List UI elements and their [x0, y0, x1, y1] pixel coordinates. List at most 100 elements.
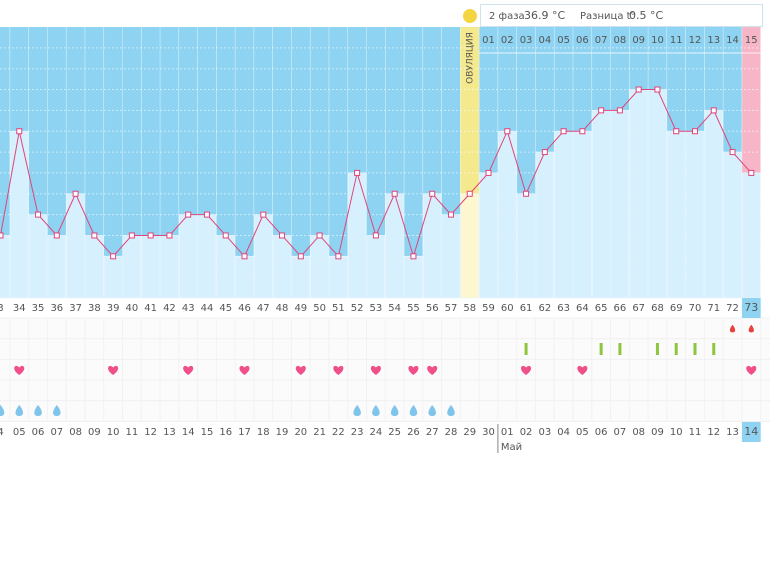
- cycle-day: 53: [370, 303, 383, 314]
- discharge-drop: [15, 405, 24, 416]
- date: 12: [144, 427, 157, 438]
- cycle-day: 42: [163, 303, 176, 314]
- column-bg: [366, 27, 386, 298]
- cycle-day: 48: [276, 303, 289, 314]
- heart: [427, 365, 438, 375]
- date: 09: [651, 427, 664, 438]
- date: 25: [388, 427, 401, 438]
- heart: [333, 365, 344, 375]
- cycle-day: 66: [614, 303, 627, 314]
- temp-bar: [704, 110, 723, 299]
- temp-bar: [648, 89, 667, 299]
- temp-bar: [235, 256, 254, 299]
- date: 14: [744, 425, 758, 438]
- cycle-day: 43: [182, 303, 195, 314]
- test-mark: [674, 343, 678, 355]
- cycle-day: 49: [294, 303, 307, 314]
- cycle-day: 59: [482, 303, 495, 314]
- temp-bar: [66, 193, 85, 299]
- phase2-day: 03: [520, 35, 533, 46]
- temp-bar: [179, 214, 198, 299]
- temp-point: [335, 253, 342, 260]
- temp-bar: [197, 214, 217, 299]
- date: 20: [294, 427, 307, 438]
- temp-point: [0, 232, 4, 239]
- cycle-day: 54: [388, 303, 401, 314]
- cycle-day: 72: [726, 303, 739, 314]
- phase2-day: 04: [538, 35, 551, 46]
- temp-point: [729, 149, 736, 156]
- date: 10: [107, 427, 120, 438]
- temp-bar: [347, 172, 367, 299]
- temp-point: [560, 128, 567, 135]
- phase2-day: 07: [595, 35, 608, 46]
- temp-point: [691, 128, 698, 135]
- cycle-day: 45: [219, 303, 232, 314]
- temp-point: [166, 232, 173, 239]
- cycle-day: 62: [538, 303, 551, 314]
- date: 19: [276, 427, 289, 438]
- discharge-drop: [372, 405, 380, 416]
- temp-bar: [629, 89, 648, 299]
- heart: [577, 365, 588, 375]
- date: 04: [557, 427, 570, 438]
- cycle-day: 47: [257, 303, 270, 314]
- temp-point: [748, 169, 755, 176]
- temp-point: [485, 169, 492, 176]
- test-mark: [524, 343, 528, 355]
- date: 09: [88, 427, 101, 438]
- temp-bar: [573, 130, 592, 299]
- heart: [239, 365, 250, 375]
- date: 08: [69, 427, 82, 438]
- menstruation-drop: [729, 324, 736, 333]
- date: 07: [614, 427, 627, 438]
- cycle-day: 39: [107, 303, 120, 314]
- phase2-day: 12: [689, 35, 702, 46]
- heart: [521, 365, 532, 375]
- month-label: Май: [501, 442, 522, 453]
- discharge-drop: [53, 405, 61, 416]
- phase2-day: 05: [557, 35, 570, 46]
- temp-bar: [216, 235, 235, 299]
- cycle-day: 64: [576, 303, 589, 314]
- discharge-drop: [409, 405, 418, 416]
- temp-point: [710, 107, 717, 114]
- temp-point: [391, 190, 398, 197]
- date: 11: [689, 427, 702, 438]
- temp-point: [279, 232, 286, 239]
- temp-point: [147, 232, 154, 239]
- temp-bar: [591, 110, 611, 299]
- temp-bar: [385, 193, 404, 299]
- cycle-day: 60: [501, 303, 514, 314]
- temp-bar: [423, 193, 442, 299]
- date: 06: [32, 427, 45, 438]
- phase-value: 36.9 °C: [524, 9, 565, 22]
- date: 27: [426, 427, 439, 438]
- temp-point: [598, 107, 605, 114]
- sun-icon: [463, 9, 477, 23]
- test-mark: [693, 343, 697, 355]
- test-mark: [618, 343, 622, 355]
- cycle-day: 58: [463, 303, 476, 314]
- date: 03: [538, 427, 551, 438]
- phase2-day: 11: [670, 35, 683, 46]
- temp-bar: [366, 235, 386, 299]
- temp-point: [635, 86, 642, 93]
- cycle-day: 35: [32, 303, 45, 314]
- phase2-day: 08: [614, 35, 627, 46]
- temp-point: [466, 190, 473, 197]
- current-day-bg: [741, 298, 761, 318]
- cycle-day: 36: [50, 303, 63, 314]
- temp-bar: [554, 130, 573, 299]
- temp-point: [673, 128, 680, 135]
- temp-bar: [272, 235, 292, 299]
- current-date-bg: [741, 422, 761, 442]
- discharge-drop: [34, 405, 42, 416]
- date: 13: [726, 427, 739, 438]
- cycle-day: 73: [744, 301, 758, 314]
- temp-bar: [479, 172, 498, 299]
- temp-point: [53, 232, 60, 239]
- phase-label: 2 фаза: [489, 11, 525, 22]
- discharge-drop: [390, 405, 399, 416]
